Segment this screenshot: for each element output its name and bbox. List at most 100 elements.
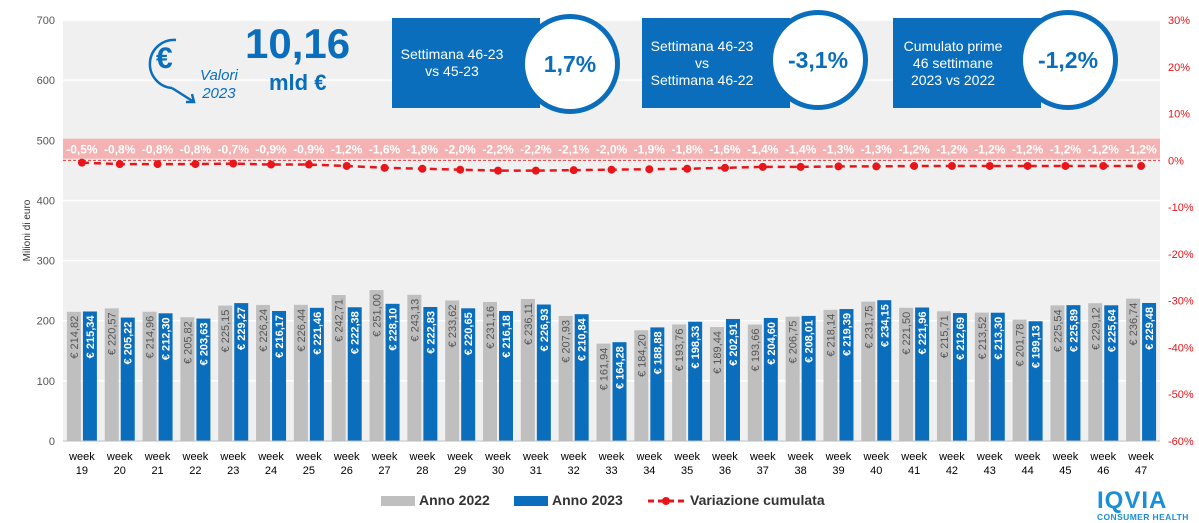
x-tick-label: 19 — [76, 465, 88, 477]
variation-band — [63, 138, 1160, 159]
bar-2023 — [158, 313, 173, 441]
x-tick-label: week — [522, 451, 549, 463]
bar-2023 — [423, 306, 438, 441]
x-tick-label: week — [106, 451, 133, 463]
bar-2022 — [558, 315, 573, 441]
bar-label-2023: € 204,60 — [766, 322, 778, 365]
bar-label-2023: € 222,83 — [425, 311, 437, 354]
variation-point — [456, 165, 465, 174]
x-tick-label: week — [295, 451, 322, 463]
x-tick-label: week — [976, 451, 1003, 463]
bar-label-2022: € 214,96 — [145, 316, 157, 359]
x-tick-label: 22 — [189, 465, 201, 477]
bar-2022 — [369, 290, 384, 441]
bar-label-2022: € 201,78 — [1015, 324, 1027, 367]
bar-2022 — [709, 327, 724, 441]
bar-2022 — [672, 324, 687, 441]
variation-label: -1,9% — [634, 143, 666, 157]
bar-label-2023: € 216,18 — [501, 315, 513, 358]
variation-point — [115, 160, 124, 169]
bar-2023 — [1066, 305, 1081, 441]
x-tick-label: 36 — [719, 465, 731, 477]
bar-label-2022: € 220,57 — [107, 312, 119, 355]
legend-swatch-2022 — [381, 496, 415, 506]
bar-label-2022: € 207,93 — [561, 320, 573, 363]
bar-label-2022: € 229,12 — [1090, 307, 1102, 350]
bar-2023 — [499, 310, 514, 441]
variation-point — [153, 160, 162, 169]
bar-label-2022: € 214,82 — [69, 316, 81, 359]
x-tick-label: week — [446, 451, 473, 463]
bar-2022 — [483, 301, 498, 441]
variation-point — [1137, 161, 1146, 170]
bar-2022 — [974, 312, 989, 441]
bar-2022 — [1050, 305, 1065, 441]
x-tick-label: week — [1052, 451, 1079, 463]
bar-label-2023: € 220,65 — [463, 312, 475, 355]
bar-label-2022: € 226,24 — [258, 309, 270, 352]
bar-2022 — [861, 301, 876, 441]
x-tick-label: week — [711, 451, 738, 463]
variation-point — [872, 162, 881, 171]
variation-label: -1,2% — [331, 143, 363, 157]
bar-label-2022: € 231,75 — [863, 306, 875, 349]
variation-point — [1061, 161, 1070, 170]
variation-label: -0,7% — [218, 143, 250, 157]
bar-2022 — [520, 298, 535, 441]
x-tick-label: week — [900, 451, 927, 463]
variation-point — [531, 166, 540, 175]
bar-2022 — [634, 330, 649, 441]
x-tick-label: week — [862, 451, 889, 463]
x-tick-label: 40 — [870, 465, 882, 477]
kpi-value-cumulative: -1,2% — [1018, 10, 1118, 110]
valori-2023-label: Valori 2023 — [200, 67, 238, 102]
x-tick-label: 44 — [1021, 465, 1033, 477]
y2-tick-label: -40% — [1168, 342, 1194, 354]
variation-point — [304, 160, 313, 169]
legend-label-variation: Variazione cumulata — [690, 492, 825, 508]
logo-sub: CONSUMER HEALTH — [1097, 512, 1189, 522]
bar-label-2022: € 243,13 — [409, 299, 421, 342]
variation-point — [645, 165, 654, 174]
x-tick-label: week — [371, 451, 398, 463]
bar-2022 — [1126, 298, 1141, 441]
x-tick-label: week — [598, 451, 625, 463]
bar-label-2023: € 198,33 — [690, 326, 702, 369]
variation-point — [191, 160, 200, 169]
bar-2023 — [612, 342, 627, 441]
y-axis-label: Milioni di euro — [22, 199, 33, 261]
x-tick-label: 34 — [643, 465, 655, 477]
bar-label-2023: € 222,38 — [350, 311, 362, 354]
bar-label-2022: € 218,14 — [825, 314, 837, 357]
variation-label: -0,9% — [255, 143, 287, 157]
kpi-label: Settimana 46-23 vs 45-23 — [400, 46, 504, 79]
x-tick-label: week — [182, 451, 209, 463]
bar-label-2023: € 188,88 — [652, 331, 664, 374]
variation-label: -1,4% — [747, 143, 779, 157]
variation-label: -2,0% — [596, 143, 628, 157]
variation-point — [267, 160, 276, 169]
x-tick-label: 41 — [908, 465, 920, 477]
bar-label-2022: € 161,94 — [599, 348, 611, 391]
bar-2022 — [785, 316, 800, 441]
bar-2022 — [1088, 303, 1103, 441]
bar-2023 — [347, 307, 362, 441]
variation-label: -1,2% — [1050, 143, 1082, 157]
x-tick-label: week — [635, 451, 662, 463]
x-tick-label: 25 — [303, 465, 315, 477]
y-tick-label: 600 — [37, 75, 55, 87]
y-tick-label: 100 — [37, 376, 55, 388]
y2-tick-label: -20% — [1168, 249, 1194, 261]
bar-label-2023: € 225,64 — [1106, 308, 1118, 352]
variation-label: -0,8% — [180, 143, 212, 157]
variation-label: -1,3% — [861, 143, 893, 157]
bar-label-2022: € 225,54 — [1052, 309, 1064, 352]
bar-2023 — [385, 303, 400, 441]
y2-tick-label: 20% — [1168, 62, 1190, 74]
total-value: 10,16 — [245, 20, 351, 67]
bar-2022 — [180, 317, 195, 441]
y-tick-label: 0 — [49, 436, 55, 448]
bar-label-2023: € 221,46 — [312, 312, 324, 355]
x-tick-label: week — [1127, 451, 1154, 463]
y2-tick-label: 0% — [1168, 155, 1184, 167]
